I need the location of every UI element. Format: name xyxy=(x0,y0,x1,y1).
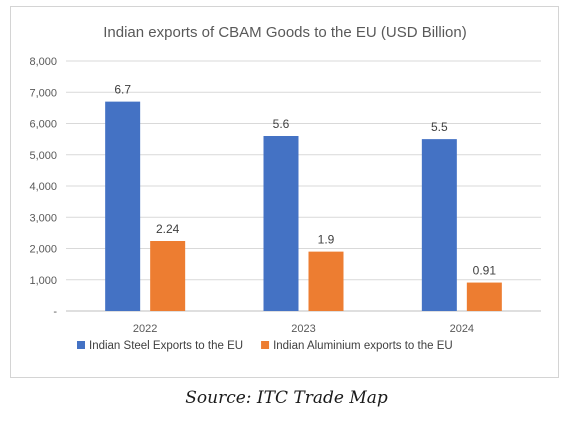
data-label: 1.9 xyxy=(318,233,335,247)
data-label: 2.24 xyxy=(156,222,180,236)
y-tick-label: 6,000 xyxy=(29,119,57,131)
y-tick-label: 8,000 xyxy=(29,56,57,68)
x-tick-label: 2024 xyxy=(450,323,474,335)
bar xyxy=(308,251,344,311)
y-tick-label: 3,000 xyxy=(29,212,57,224)
x-tick-label: 2023 xyxy=(291,323,315,335)
data-labels: 6.7 2.24 5.6 1.9 5.5 0.91 xyxy=(114,83,496,278)
gridlines xyxy=(66,60,541,312)
y-tick-label: 2,000 xyxy=(29,244,57,256)
data-label: 0.91 xyxy=(473,264,497,278)
bar xyxy=(421,139,457,311)
bar xyxy=(263,136,299,311)
legend-swatch xyxy=(77,341,85,349)
legend-entry: Indian Aluminium exports to the EU xyxy=(273,340,453,352)
source-caption: Source: ITC Trade Map xyxy=(185,388,388,408)
y-tick-label: 1,000 xyxy=(29,275,57,287)
chart-title: Indian exports of CBAM Goods to the EU (… xyxy=(103,24,467,41)
data-label: 5.5 xyxy=(431,120,448,134)
data-label: 6.7 xyxy=(114,83,131,97)
x-tick-label: 2022 xyxy=(133,323,157,335)
bar xyxy=(150,241,186,311)
y-tick-label: 7,000 xyxy=(29,87,57,99)
bar-chart: Indian exports of CBAM Goods to the EU (… xyxy=(29,24,541,352)
legend-swatch xyxy=(261,341,270,349)
y-axis-ticks: - 1,000 2,000 3,000 4,000 5,000 6,000 7,000 8,00… xyxy=(29,56,57,318)
y-tick-label: 4,000 xyxy=(29,181,57,193)
legend-entry: Indian Steel Exports to the EU xyxy=(89,340,243,352)
y-tick-label: - xyxy=(53,306,57,318)
data-label: 5.6 xyxy=(273,117,290,131)
y-tick-label: 5,000 xyxy=(29,150,57,162)
bars xyxy=(105,101,502,311)
bar xyxy=(466,282,502,311)
legend: Indian Steel Exports to the EU Indian Alu… xyxy=(77,340,453,352)
bar xyxy=(105,101,141,311)
x-axis-ticks: 2022 2023 2024 xyxy=(133,323,474,335)
chart-frame: Indian exports of CBAM Goods to the EU (… xyxy=(10,6,559,378)
